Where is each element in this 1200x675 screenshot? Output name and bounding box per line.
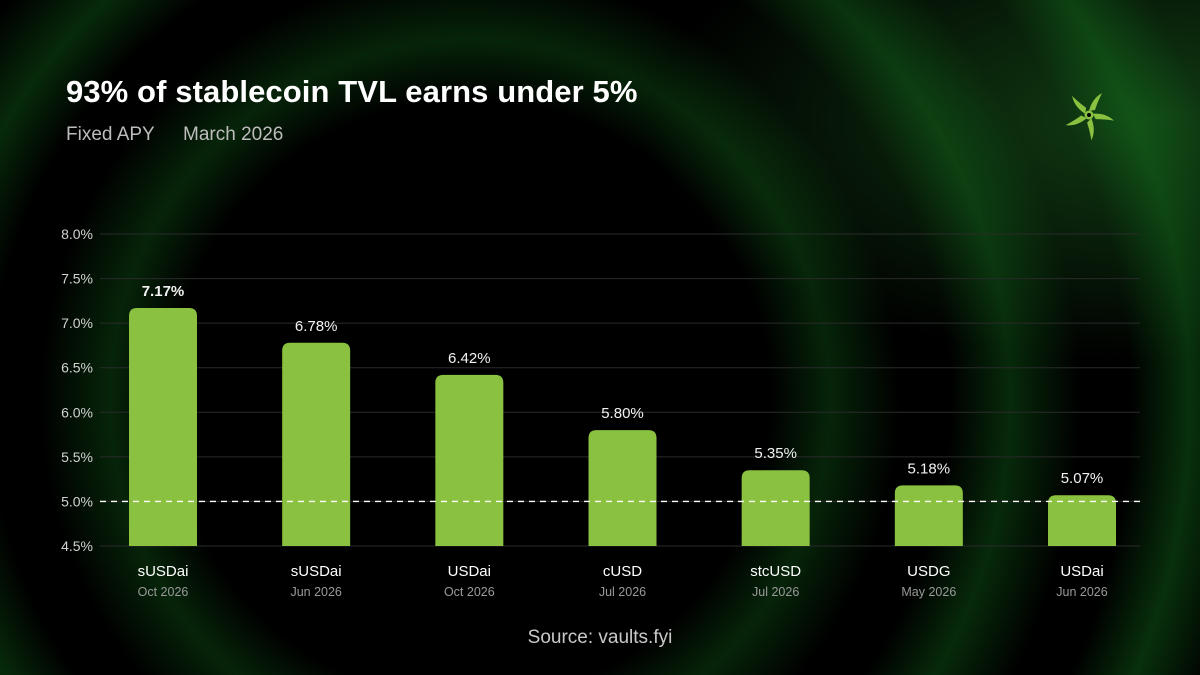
y-tick-label: 4.5% bbox=[61, 538, 93, 554]
pinwheel-logo-icon bbox=[1065, 93, 1114, 140]
bar bbox=[741, 470, 810, 546]
x-category-sublabel: Oct 2026 bbox=[138, 585, 189, 599]
bar bbox=[129, 307, 197, 546]
x-category-label: USDai bbox=[1060, 563, 1103, 580]
x-category-label: USDG bbox=[907, 563, 950, 580]
y-tick-label: 5.0% bbox=[61, 493, 93, 509]
x-category-sublabel: Jun 2026 bbox=[1056, 585, 1107, 599]
bar bbox=[282, 342, 351, 546]
bar-value-label: 5.80% bbox=[601, 405, 644, 422]
subtitle-date: March 2026 bbox=[183, 124, 284, 145]
bar-value-label: 5.18% bbox=[908, 460, 951, 477]
bar bbox=[588, 430, 657, 546]
x-category-label: cUSD bbox=[603, 563, 642, 580]
x-category-sublabel: Jun 2026 bbox=[290, 585, 341, 599]
bar-value-label: 6.78% bbox=[295, 318, 338, 335]
y-tick-label: 8.0% bbox=[61, 226, 93, 242]
bar-value-label: 5.35% bbox=[754, 445, 797, 462]
bar bbox=[894, 485, 963, 546]
x-category-sublabel: May 2026 bbox=[901, 585, 956, 599]
source-note: Source: vaults.fyi bbox=[527, 627, 673, 648]
x-category-label: USDai bbox=[448, 563, 491, 580]
bar-value-label: 6.42% bbox=[448, 350, 491, 367]
bar-value-label: 5.07% bbox=[1061, 470, 1104, 487]
x-category-label: sUSDai bbox=[138, 563, 189, 580]
x-category-label: sUSDai bbox=[291, 563, 342, 580]
bar bbox=[1048, 495, 1116, 546]
chart-title: 93% of stablecoin TVL earns under 5% bbox=[66, 74, 638, 109]
y-tick-label: 5.5% bbox=[61, 449, 93, 465]
x-category-label: stcUSD bbox=[750, 563, 801, 580]
y-tick-label: 6.5% bbox=[61, 360, 93, 376]
y-tick-label: 6.0% bbox=[61, 404, 93, 420]
bar bbox=[435, 374, 504, 546]
x-category-sublabel: Jul 2026 bbox=[752, 585, 799, 599]
y-tick-label: 7.5% bbox=[61, 271, 93, 287]
x-category-sublabel: Jul 2026 bbox=[599, 585, 646, 599]
subtitle-metric: Fixed APY bbox=[66, 124, 155, 145]
bar-value-label: 7.17% bbox=[142, 283, 185, 300]
x-category-sublabel: Oct 2026 bbox=[444, 585, 495, 599]
y-tick-label: 7.0% bbox=[61, 315, 93, 331]
